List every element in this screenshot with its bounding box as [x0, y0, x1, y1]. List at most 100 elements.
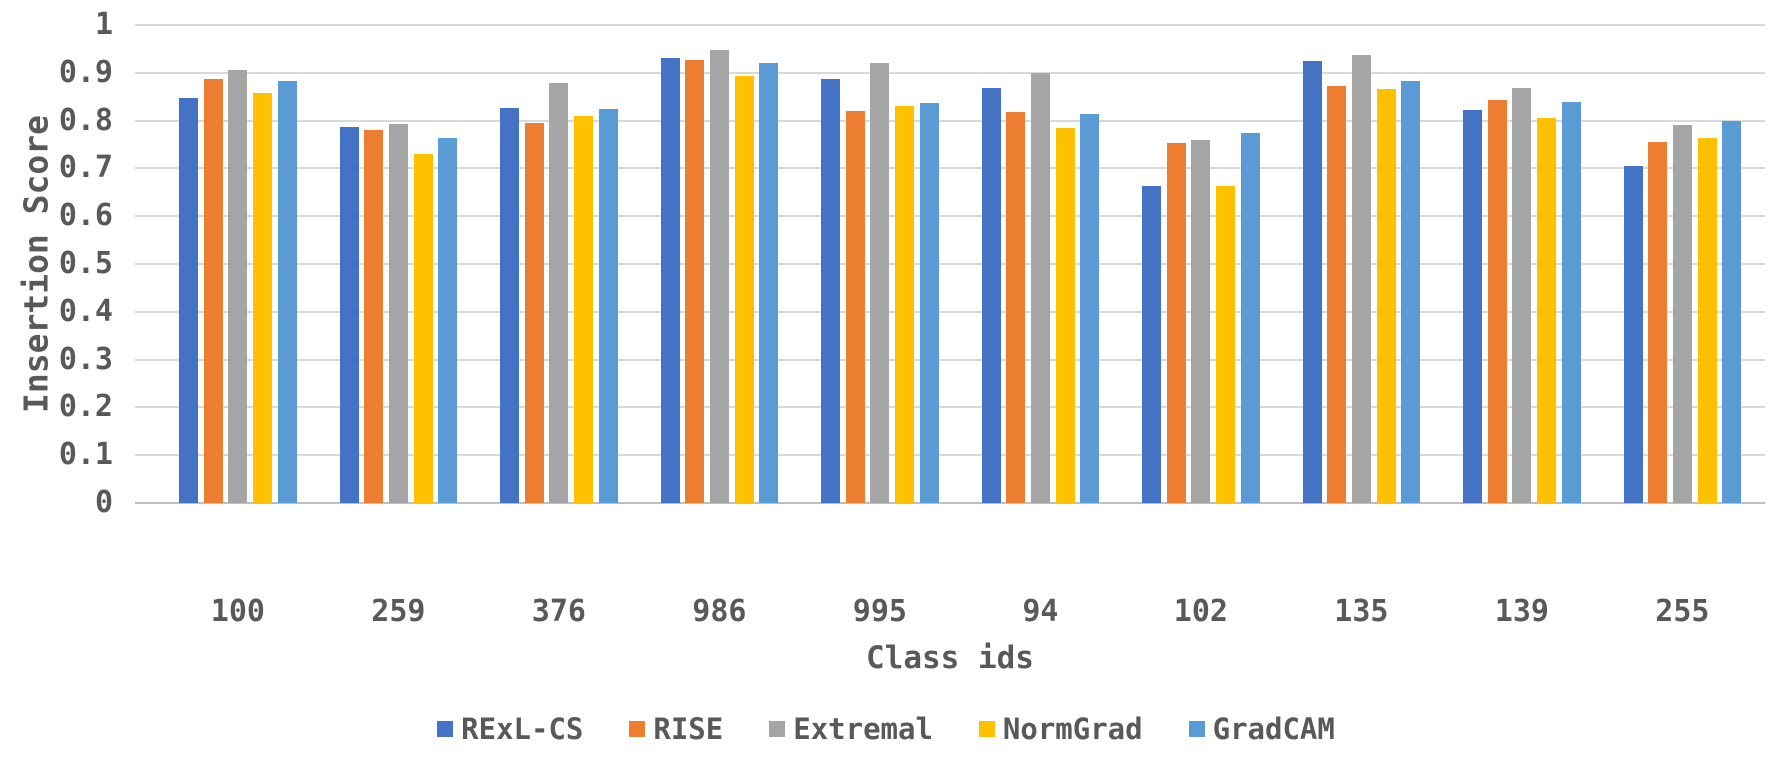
- bar-NormGrad-986: [734, 76, 754, 503]
- bar-RExL-CS-376: [500, 107, 519, 503]
- gridline: [135, 454, 1765, 457]
- y-tick-label: 0.7: [58, 150, 113, 186]
- bar-Extremal-259: [388, 124, 408, 503]
- bar-GradCAM-94: [1080, 114, 1100, 503]
- bar-Extremal-995: [870, 63, 890, 503]
- bar-RExL-CS-100: [179, 97, 198, 503]
- bar-RISE-255: [1648, 142, 1668, 503]
- bar-NormGrad-259: [413, 153, 433, 503]
- bar-RExL-CS-139: [1463, 110, 1482, 503]
- bar-Extremal-102: [1191, 140, 1211, 503]
- y-tick-label: 0.2: [58, 389, 113, 425]
- x-axis-line: [135, 502, 1765, 504]
- y-tick-label: 0.3: [58, 341, 113, 377]
- bar-GradCAM-100: [277, 80, 297, 503]
- bar-RExL-CS-102: [1142, 185, 1161, 503]
- legend-item-NormGrad: NormGrad: [978, 712, 1143, 746]
- plot-area: [135, 24, 1765, 504]
- bar-GradCAM-986: [759, 62, 779, 503]
- bar-RISE-376: [524, 122, 544, 503]
- x-tick-label: 986: [692, 594, 747, 629]
- y-tick-label: 0.9: [58, 54, 113, 90]
- x-tick-label: 100: [210, 594, 265, 629]
- x-tick-label: 135: [1334, 594, 1389, 629]
- legend-swatch-RISE: [629, 721, 646, 737]
- y-tick-label: 0.5: [58, 246, 113, 281]
- gridline: [135, 358, 1765, 361]
- bar-GradCAM-139: [1561, 102, 1581, 503]
- x-axis-title: Class ids: [866, 640, 1034, 676]
- legend-label: NormGrad: [1002, 712, 1143, 746]
- bar-NormGrad-255: [1697, 137, 1717, 503]
- bar-RExL-CS-995: [821, 79, 840, 503]
- x-tick-label: 139: [1494, 594, 1549, 629]
- y-tick-label: 0.4: [58, 293, 113, 329]
- gridline: [135, 310, 1765, 313]
- legend-item-GradCAM: GradCAM: [1188, 712, 1335, 746]
- bar-RISE-135: [1327, 85, 1347, 503]
- bar-RISE-102: [1166, 143, 1186, 503]
- bar-Extremal-135: [1351, 54, 1371, 503]
- legend-label: Extremal: [793, 712, 933, 746]
- bar-RISE-259: [364, 130, 384, 503]
- legend-swatch-RExL-CS: [437, 721, 454, 737]
- bar-RExL-CS-259: [339, 127, 359, 503]
- legend: RExL-CS RISE Extremal NormGrad GradCAM: [0, 712, 1772, 746]
- bar-GradCAM-135: [1401, 81, 1421, 503]
- bar-GradCAM-259: [438, 137, 458, 503]
- y-tick-label: 1: [94, 7, 113, 42]
- bar-RISE-139: [1487, 100, 1507, 503]
- bar-RISE-986: [685, 59, 705, 503]
- bar-RExL-CS-986: [660, 57, 680, 503]
- gridline: [135, 406, 1765, 409]
- gridline: [135, 263, 1765, 265]
- legend-item-RExL-CS: RExL-CS: [437, 712, 583, 746]
- gridline: [135, 119, 1765, 122]
- legend-swatch-GradCAM: [1188, 721, 1205, 737]
- bar-NormGrad-995: [895, 105, 915, 503]
- bar-Extremal-139: [1512, 88, 1532, 503]
- gridline: [135, 71, 1765, 74]
- legend-label: RExL-CS: [461, 712, 584, 746]
- bar-RExL-CS-135: [1302, 60, 1322, 503]
- legend-label: RISE: [653, 712, 724, 746]
- bar-Extremal-376: [549, 83, 569, 503]
- bar-RISE-100: [203, 78, 223, 503]
- y-tick-label: 0.6: [58, 198, 113, 234]
- bar-GradCAM-255: [1722, 121, 1742, 503]
- legend-item-RISE: RISE: [629, 712, 723, 746]
- legend-swatch-Extremal: [769, 721, 786, 737]
- bar-GradCAM-376: [598, 108, 618, 503]
- x-tick-label: 376: [531, 594, 586, 629]
- x-tick-label: 995: [852, 594, 907, 629]
- bar-GradCAM-995: [919, 103, 939, 503]
- bar-RISE-94: [1006, 112, 1026, 503]
- x-tick-label: 102: [1173, 594, 1228, 629]
- bar-NormGrad-100: [253, 93, 273, 503]
- bar-NormGrad-139: [1537, 118, 1557, 503]
- bar-GradCAM-102: [1240, 133, 1260, 503]
- bar-NormGrad-135: [1376, 89, 1396, 503]
- bar-Extremal-94: [1030, 73, 1050, 503]
- bar-Extremal-255: [1672, 124, 1692, 503]
- gridline: [135, 24, 1765, 26]
- legend-swatch-NormGrad: [978, 721, 995, 737]
- y-tick-label: 0.8: [58, 102, 113, 138]
- x-tick-label: 255: [1655, 594, 1710, 629]
- gridline: [135, 167, 1765, 170]
- y-tick-label: 0.1: [58, 437, 113, 473]
- x-tick-label: 259: [371, 594, 426, 629]
- gridline: [135, 215, 1765, 218]
- legend-label: GradCAM: [1212, 712, 1335, 746]
- bar-NormGrad-376: [574, 115, 594, 503]
- bar-RExL-CS-94: [981, 87, 1001, 503]
- bar-NormGrad-102: [1216, 186, 1236, 503]
- x-tick-label: 94: [1022, 594, 1059, 629]
- bar-RISE-995: [845, 111, 865, 503]
- bar-RExL-CS-255: [1623, 166, 1643, 503]
- y-tick-label: 0: [94, 485, 113, 520]
- legend-item-Extremal: Extremal: [769, 712, 933, 746]
- bar-NormGrad-94: [1055, 127, 1075, 503]
- bar-Extremal-100: [228, 69, 248, 503]
